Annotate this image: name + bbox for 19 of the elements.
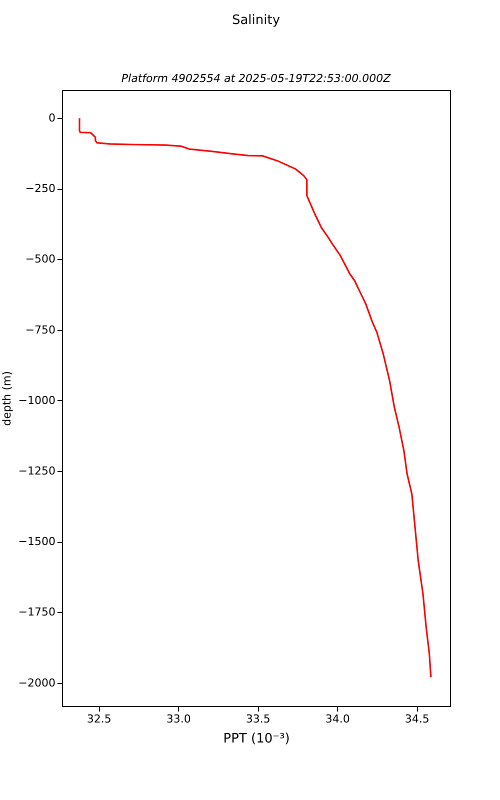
y-tick-label: −250: [25, 182, 56, 196]
y-tick-label: −2000: [18, 676, 56, 690]
x-tick-label: 34.5: [404, 712, 430, 726]
y-tick-label: −1250: [18, 464, 56, 478]
x-axis-title: PPT (10⁻³): [223, 732, 290, 746]
y-tick-label: 0: [48, 111, 56, 124]
y-axis-title: depth (m): [0, 371, 14, 426]
y-tick-label: −1000: [18, 394, 56, 407]
y-tick-label: −750: [25, 323, 56, 336]
y-tick-label: −1750: [18, 606, 56, 619]
chart-title: Salinity: [232, 13, 280, 28]
x-tick-label: 33.5: [246, 712, 270, 726]
y-tick-label: −1500: [18, 535, 56, 548]
x-tick-label: 32.5: [86, 712, 112, 726]
y-tick-label: −500: [25, 252, 56, 266]
x-tick-label: 34.0: [325, 712, 350, 726]
chart-subtitle: Platform 4902554 at 2025-05-19T22:53:00.000Z: [121, 72, 392, 85]
x-tick-label: 33.0: [166, 712, 191, 726]
line-series: [78, 117, 432, 678]
